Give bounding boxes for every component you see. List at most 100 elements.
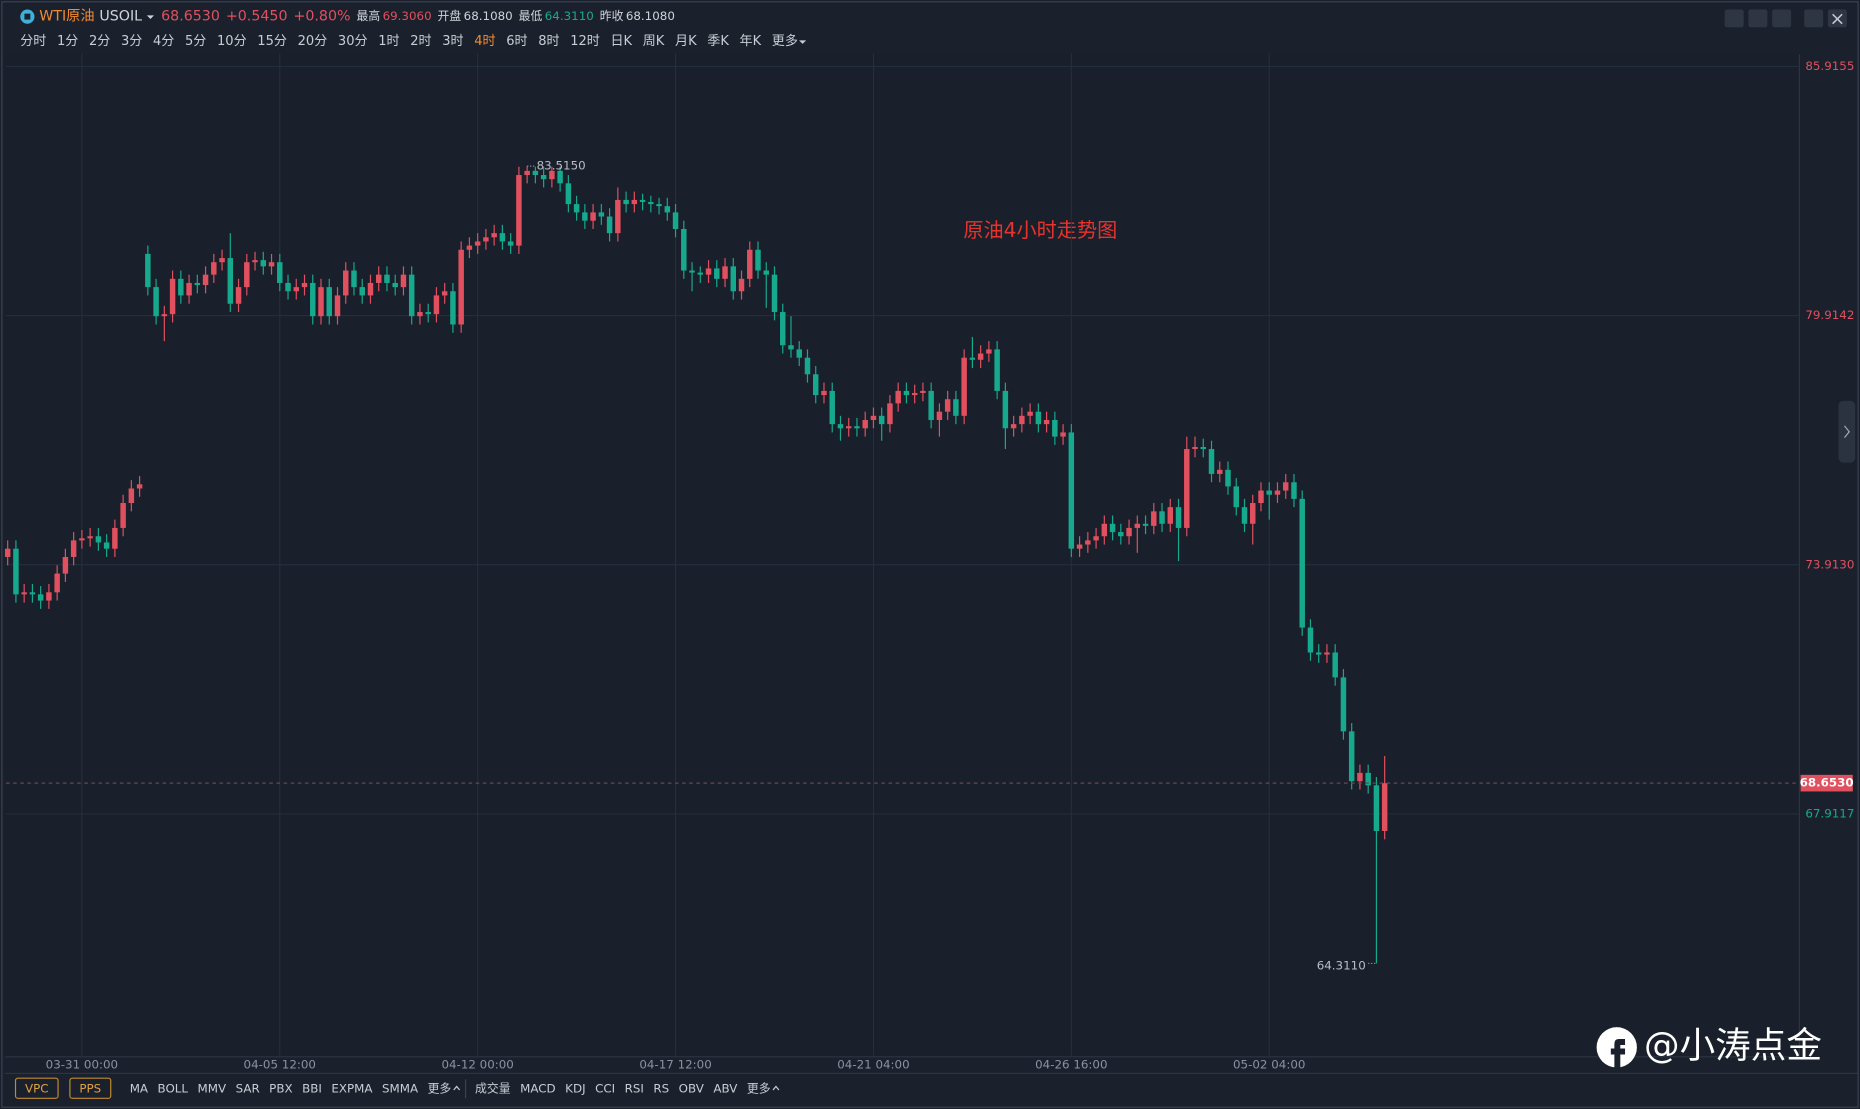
symbol-code: USOIL bbox=[99, 9, 142, 25]
candle-body bbox=[532, 170, 539, 176]
candle-body bbox=[219, 258, 225, 263]
period-button[interactable]: 3时 bbox=[442, 34, 463, 49]
period-button[interactable]: 2时 bbox=[410, 34, 431, 49]
indicator-button[interactable]: BBI bbox=[302, 1081, 322, 1095]
period-button[interactable]: 30分 bbox=[338, 34, 368, 49]
indicator-button[interactable]: EXPMA bbox=[331, 1081, 373, 1095]
period-button[interactable]: 1时 bbox=[378, 34, 399, 49]
indicator-button[interactable]: MMV bbox=[198, 1081, 227, 1095]
period-button[interactable]: 分时 bbox=[20, 34, 46, 49]
period-button[interactable]: 4分 bbox=[153, 34, 174, 49]
indicator-tag-box bbox=[14, 1077, 59, 1099]
symbol-name: WTI原油 bbox=[39, 8, 94, 25]
candle-body bbox=[153, 287, 159, 317]
candle-body bbox=[29, 592, 36, 595]
candle-body bbox=[1299, 498, 1305, 628]
candle-body bbox=[4, 548, 11, 557]
candle-body bbox=[1010, 424, 1017, 429]
indicator-button[interactable]: RSI bbox=[625, 1081, 644, 1095]
candle-body bbox=[474, 241, 481, 246]
candle-body bbox=[87, 536, 93, 539]
candle-body bbox=[1274, 490, 1281, 495]
candle-body bbox=[384, 274, 390, 283]
candle-body bbox=[598, 212, 605, 217]
indicator-button[interactable]: MACD bbox=[520, 1081, 556, 1095]
candle-body bbox=[268, 262, 275, 267]
indicator-button[interactable]: CCI bbox=[595, 1081, 615, 1095]
stat-value: 68.1080 bbox=[464, 9, 513, 23]
candle-body bbox=[755, 249, 761, 271]
x-tick-label: 04-05 12:00 bbox=[244, 1058, 316, 1072]
candle-body bbox=[186, 282, 192, 296]
candle-body bbox=[796, 349, 802, 358]
indicator-tag[interactable]: VPC bbox=[14, 1077, 59, 1099]
indicator-button[interactable]: RS bbox=[653, 1081, 669, 1095]
period-button[interactable]: 月K bbox=[675, 34, 697, 49]
period-button[interactable]: 年K bbox=[740, 34, 762, 49]
period-button[interactable]: 1分 bbox=[57, 34, 78, 49]
indicator-button[interactable]: ABV bbox=[713, 1081, 738, 1095]
period-button[interactable]: 4时 bbox=[474, 34, 495, 49]
candle-body bbox=[639, 199, 646, 203]
period-button[interactable]: 6时 bbox=[506, 34, 527, 49]
candle-body bbox=[1348, 731, 1355, 782]
period-button[interactable]: 12时 bbox=[570, 34, 600, 49]
indicator-button[interactable]: SMMA bbox=[382, 1081, 419, 1095]
candle-body bbox=[13, 548, 19, 595]
candle-body bbox=[169, 278, 176, 315]
candle-body bbox=[895, 390, 901, 404]
candle-body bbox=[1118, 532, 1124, 537]
candle-body bbox=[178, 278, 184, 296]
period-button[interactable]: 周K bbox=[643, 34, 665, 49]
candle-body bbox=[417, 312, 423, 317]
watermark-logo bbox=[1596, 1027, 1637, 1068]
indicator-button[interactable]: BOLL bbox=[158, 1081, 189, 1095]
button[interactable] bbox=[1772, 9, 1792, 28]
candle-body bbox=[1200, 446, 1206, 450]
candle-body bbox=[54, 573, 60, 593]
button[interactable] bbox=[1724, 9, 1744, 28]
x-tick-label: 05-02 04:00 bbox=[1233, 1058, 1305, 1072]
candle-body bbox=[375, 274, 382, 283]
candle-body bbox=[1068, 432, 1075, 549]
candle-body bbox=[615, 199, 621, 234]
stat-label: 最高 bbox=[356, 9, 380, 23]
indicator-button[interactable]: MA bbox=[130, 1081, 149, 1095]
indicator-button[interactable]: PBX bbox=[269, 1081, 292, 1095]
period-button[interactable]: 15分 bbox=[257, 34, 287, 49]
indicator-tag[interactable]: PPS bbox=[69, 1077, 112, 1099]
indicator-button[interactable]: 更多 bbox=[428, 1081, 452, 1095]
candle-body bbox=[367, 282, 374, 296]
candle-body bbox=[664, 206, 671, 213]
candle-body bbox=[1093, 536, 1099, 541]
max-label: 83.5150 bbox=[537, 159, 586, 173]
indicator-button[interactable]: KDJ bbox=[565, 1081, 585, 1095]
period-button[interactable]: 10分 bbox=[217, 34, 247, 49]
candle-body bbox=[887, 403, 893, 425]
indicator-button[interactable]: OBV bbox=[679, 1081, 705, 1095]
period-button[interactable]: 5分 bbox=[185, 34, 206, 49]
candle-body bbox=[400, 274, 407, 288]
period-button[interactable]: 20分 bbox=[298, 34, 328, 49]
period-button[interactable]: 3分 bbox=[121, 34, 142, 49]
indicator-button[interactable]: 更多 bbox=[747, 1081, 771, 1095]
side-handle[interactable] bbox=[1838, 400, 1856, 463]
candle-body bbox=[1307, 627, 1314, 653]
watermark: @小涛点金 bbox=[1644, 1025, 1822, 1066]
annotation: 原油4小时走势图 bbox=[963, 218, 1117, 242]
button[interactable] bbox=[1748, 9, 1768, 28]
period-button[interactable]: 季K bbox=[707, 34, 729, 49]
period-button[interactable]: 2分 bbox=[89, 34, 110, 49]
indicator-button[interactable]: 成交量 bbox=[475, 1081, 511, 1095]
indicator-button[interactable]: SAR bbox=[236, 1081, 260, 1095]
candle-body bbox=[1241, 507, 1248, 524]
candle-body bbox=[1184, 449, 1190, 528]
button[interactable] bbox=[1804, 9, 1824, 28]
candle-body bbox=[606, 216, 613, 234]
period-button[interactable]: 日K bbox=[611, 34, 633, 49]
candle-body bbox=[804, 357, 811, 375]
candle-body bbox=[1217, 469, 1223, 474]
candle-body bbox=[1258, 490, 1264, 504]
period-button[interactable]: 更多 bbox=[772, 33, 798, 49]
period-button[interactable]: 8时 bbox=[538, 34, 559, 49]
